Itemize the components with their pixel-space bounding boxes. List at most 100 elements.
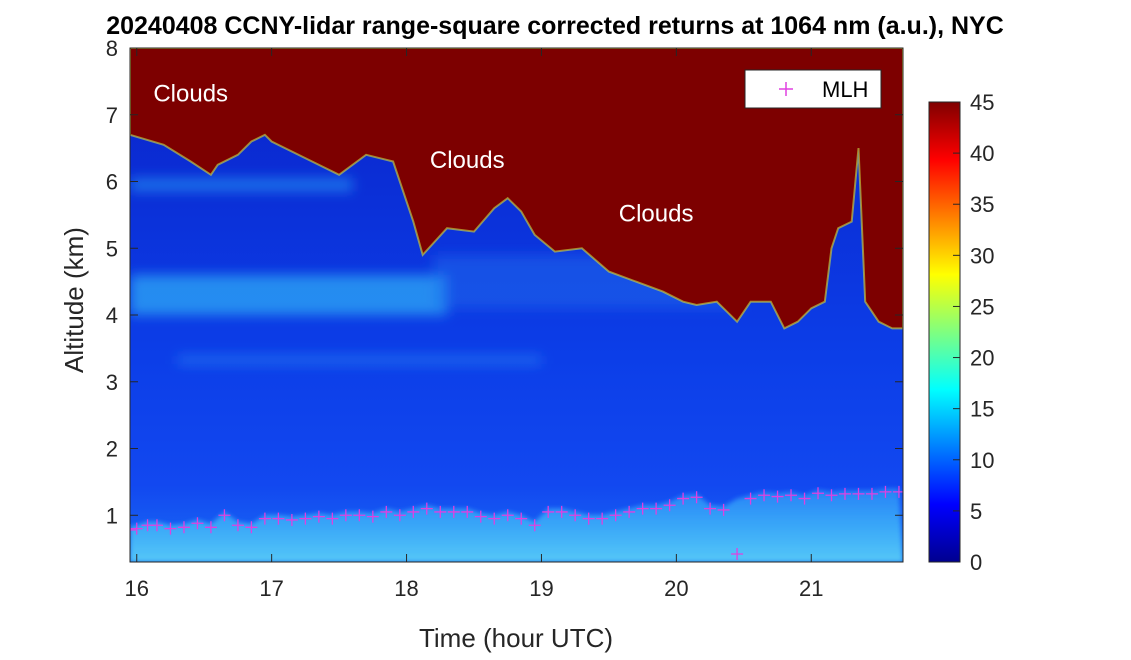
aerosol-layer [130,274,448,316]
y-axis-label: Altitude (km) [59,227,89,373]
mlh-marker [312,510,325,523]
y-tick-label: 7 [106,103,118,128]
mlh-marker [258,512,271,525]
mlh-marker [434,505,447,518]
cloud-annotation: Clouds [153,80,228,107]
mlh-marker [663,499,676,512]
mlh-marker [812,487,825,500]
y-tick-label: 1 [106,503,118,528]
y-tick-label: 2 [106,437,118,462]
mlh-marker [488,512,501,525]
y-tick-label: 3 [106,370,118,395]
legend-box [744,69,882,109]
mlh-marker [130,522,143,535]
colorbar-tick-label: 40 [970,141,994,166]
mlh-marker [353,509,366,522]
mlh-marker [744,492,757,505]
colorbar-tick-label: 35 [970,192,994,217]
cloud-annotation: Clouds [430,147,505,174]
chart-title: 20240408 CCNY-lidar range-square correct… [106,12,1004,40]
mlh-marker [326,512,339,525]
mlh-marker [798,492,811,505]
mlh-marker [380,505,393,518]
x-tick-label: 17 [259,576,283,601]
mlh-marker [339,509,352,522]
mlh-marker [704,502,717,515]
mlh-marker [758,489,771,502]
colorbar-tick-label: 10 [970,448,994,473]
mlh-marker [542,505,555,518]
mlh-marker [231,519,244,532]
mlh-marker [285,513,298,526]
mlh-marker [838,487,851,500]
mlh-marker [474,510,487,523]
x-tick-label: 20 [664,576,688,601]
colorbar-tick-label: 30 [970,243,994,268]
mlh-marker [177,521,190,534]
legend-marker-icon [779,82,793,96]
aerosol-layer [130,178,353,192]
y-tick-label: 6 [106,170,118,195]
mlh-marker [825,489,838,502]
plot-area: Clouds Clouds Clouds [130,48,903,562]
mlh-marker [366,510,379,523]
mlh-marker [447,505,460,518]
mlh-marker [245,521,258,534]
colorbar-tick-label: 25 [970,294,994,319]
mlh-marker [130,523,136,536]
cloud-region [130,48,903,330]
mlh-marker [879,485,892,498]
mlh-marker [407,505,420,518]
x-axis-ticks: 16 17 18 19 20 21 [125,48,824,601]
mlh-marker [582,512,595,525]
mlh-marker [204,521,217,534]
y-tick-label: 4 [106,303,118,328]
mlh-marker [191,517,204,530]
legend-label: MLH [822,77,868,102]
mlh-marker [731,547,744,560]
mlh-marker [515,512,528,525]
mlh-marker [164,522,177,535]
mlh-marker [609,509,622,522]
y-tick-label: 8 [106,36,118,61]
cloud-mass [130,48,903,330]
mlh-marker [596,512,609,525]
colorbar-ticks: 0 5 10 15 20 25 30 35 40 45 [953,90,994,575]
y-axis-ticks: 1 2 3 4 5 6 7 8 [106,36,903,528]
mlh-marker [501,509,514,522]
mlh-marker [717,503,730,516]
y-tick-label: 5 [106,236,118,261]
colorbar-tick-label: 20 [970,346,994,371]
colorbar-tick-label: 15 [970,397,994,422]
colorbar-gradient [928,101,961,563]
mlh-marker [272,512,285,525]
colorbar-tick-label: 0 [970,550,982,575]
mlh-marker [299,512,312,525]
mlh-marker [865,487,878,500]
colorbar-tick-label: 5 [970,499,982,524]
mlh-marker [650,502,663,515]
legend: MLH [744,69,882,109]
mlh-marker [785,489,798,502]
colorbar: 0 5 10 15 20 25 30 35 40 45 [928,90,994,575]
mlh-marker [623,505,636,518]
plot-frame [129,47,904,563]
mlh-marker [461,505,474,518]
x-tick-label: 16 [125,576,149,601]
x-axis-label: Time (hour UTC) [419,623,613,653]
x-tick-label: 19 [529,576,553,601]
mlh-series [130,485,903,560]
mlh-marker [852,487,865,500]
x-tick-label: 21 [799,576,823,601]
mlh-marker [636,502,649,515]
mlh-marker [393,509,406,522]
mlh-marker [569,509,582,522]
aerosol-layer [177,355,542,366]
mlh-marker [555,505,568,518]
colorbar-tick-label: 45 [970,90,994,115]
mlh-marker [677,492,690,505]
mlh-marker [771,490,784,503]
x-tick-label: 18 [394,576,418,601]
mlh-marker [420,502,433,515]
